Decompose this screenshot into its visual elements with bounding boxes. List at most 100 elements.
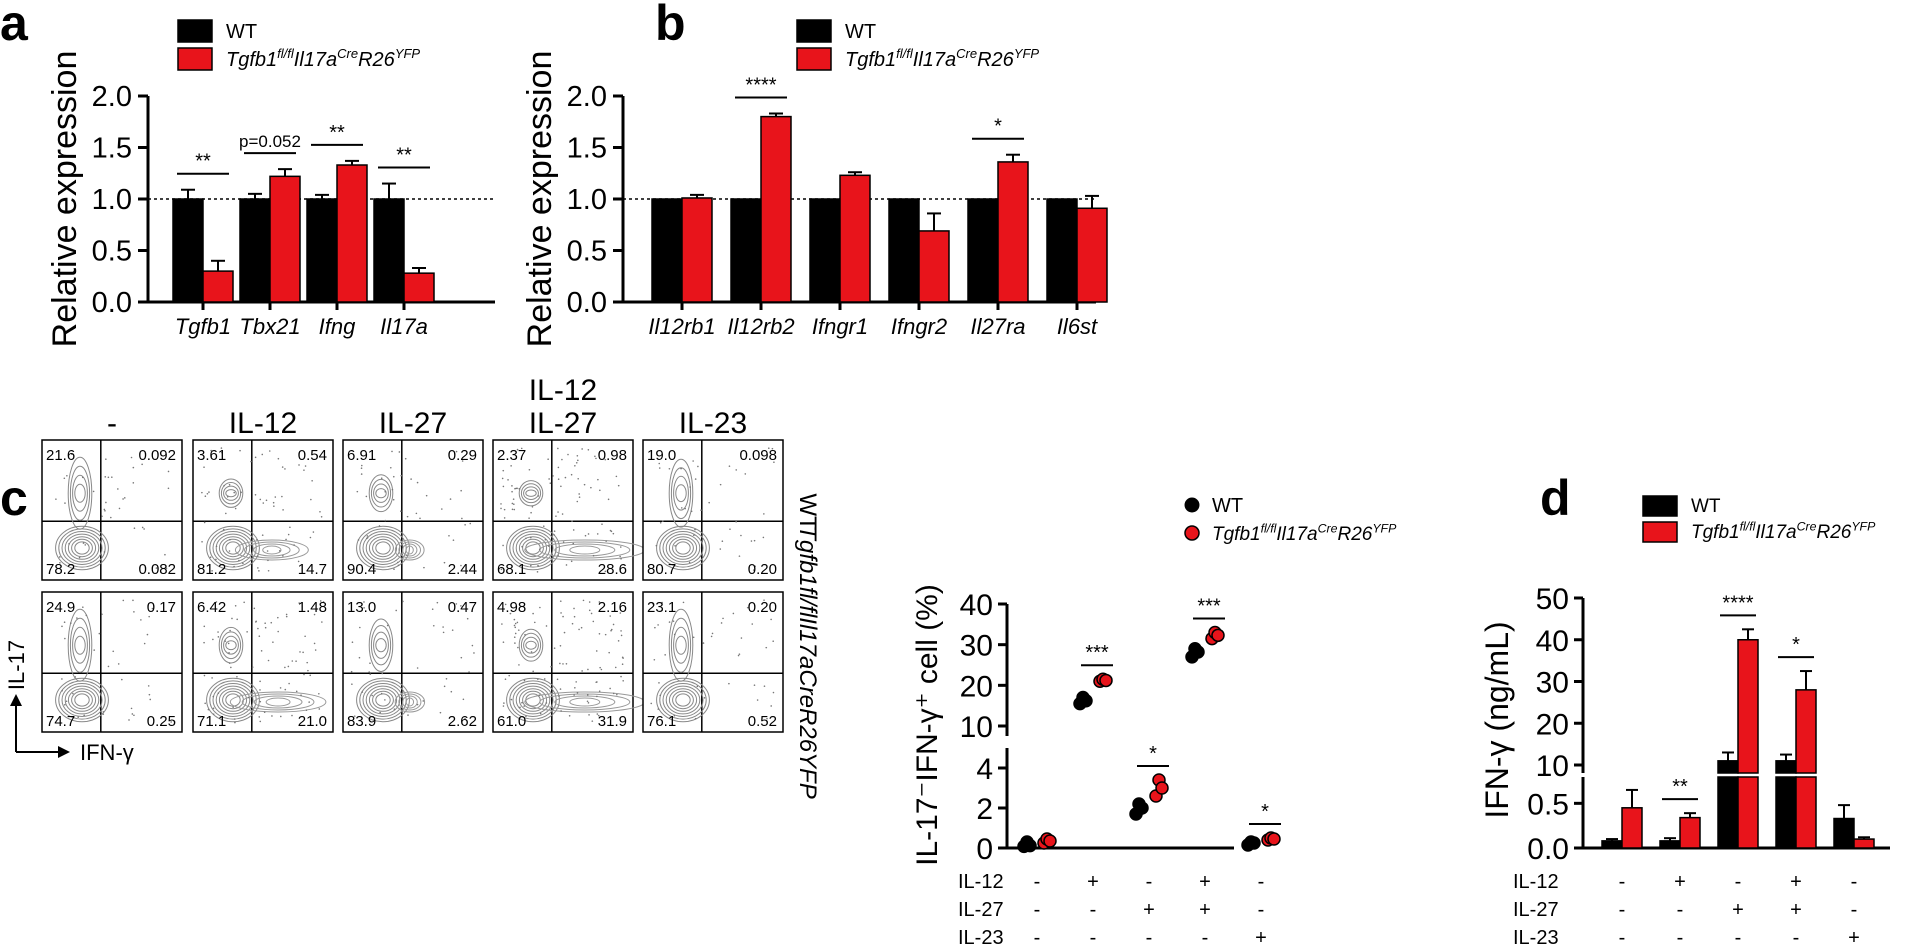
flow-event-dot	[416, 703, 419, 706]
flow-contour	[61, 683, 103, 717]
flow-event-dot	[460, 564, 462, 567]
flow-event-dot	[597, 714, 600, 717]
flow-event-dot	[583, 483, 586, 486]
flow-contour	[220, 631, 242, 660]
flow-event-dot	[567, 453, 569, 456]
flow-event-dot	[299, 651, 301, 653]
flow-contour	[375, 693, 391, 707]
flow-quadrant-ur: 2.16	[598, 599, 627, 616]
flow-event-dot	[209, 556, 212, 559]
flow-event-dot	[221, 451, 223, 454]
flow-event-dot	[415, 512, 418, 515]
flow-event-dot	[443, 685, 446, 688]
flow-event-dot	[416, 481, 419, 484]
flow-event-dot	[582, 599, 585, 602]
flow-contour	[223, 635, 239, 655]
flow-event-dot	[767, 447, 770, 450]
flow-event-dot	[228, 662, 231, 664]
panel-b-ylabel: Relative expression	[521, 51, 559, 348]
panel-b-bar	[888, 198, 920, 303]
flow-event-dot	[307, 669, 309, 672]
flow-event-dot	[596, 713, 599, 715]
flow-event-dot	[674, 544, 676, 547]
flow-contour	[662, 531, 704, 565]
flow-event-dot	[684, 507, 686, 510]
flow-event-dot	[680, 467, 682, 470]
flow-event-dot	[404, 457, 407, 460]
flow-event-dot	[104, 476, 107, 478]
flow-event-dot	[462, 698, 465, 701]
panel-b-bar	[730, 198, 762, 303]
flow-event-dot	[502, 705, 505, 707]
flow-event-dot	[735, 520, 737, 523]
flow-event-dot	[694, 528, 696, 531]
flow-event-dot	[206, 492, 209, 495]
flow-event-dot	[616, 693, 618, 696]
flow-event-dot	[737, 654, 740, 657]
legend-text-part: fl/fl	[1261, 521, 1278, 535]
legend-text-part: Tgfb1	[845, 49, 896, 71]
flow-contour	[398, 541, 422, 559]
flow-event-dot	[112, 650, 115, 653]
flow-event-dot	[350, 670, 353, 673]
flow-event-dot	[416, 667, 419, 669]
flow-event-dot	[247, 696, 250, 699]
c-summary-significance: *	[1149, 743, 1157, 765]
flow-event-dot	[580, 626, 583, 629]
flow-event-dot	[311, 479, 313, 482]
flow-event-dot	[530, 511, 532, 514]
flow-event-dot	[78, 556, 81, 559]
flow-event-dot	[239, 449, 241, 452]
flow-event-dot	[586, 694, 589, 696]
flow-event-dot	[700, 509, 702, 511]
panel-d-ytick-label: 40	[1536, 625, 1569, 658]
flow-event-dot	[410, 478, 412, 480]
flow-contour	[69, 617, 91, 673]
flow-event-dot	[601, 523, 603, 525]
flow-event-dot	[609, 687, 611, 690]
flow-event-dot	[211, 677, 213, 679]
panel-a-xtick-label: Ifng	[319, 314, 356, 339]
flow-event-dot	[590, 486, 592, 489]
flow-event-dot	[271, 715, 273, 717]
flow-contour	[668, 458, 694, 528]
legend-text-part: Il17a	[294, 49, 337, 71]
panel-d-condition-sign: -	[1793, 927, 1800, 949]
flow-contour	[64, 685, 100, 715]
flow-quadrant-ll: 68.1	[497, 561, 526, 578]
flow-quadrant-lr: 14.7	[298, 561, 327, 578]
flow-event-dot	[366, 535, 369, 537]
flow-event-dot	[242, 562, 244, 565]
flow-event-dot	[503, 517, 506, 519]
flow-contour	[512, 531, 554, 565]
flow-event-dot	[215, 601, 218, 603]
flow-event-dot	[259, 700, 262, 703]
flow-contour	[539, 693, 631, 711]
panel-d-condition-label: IL-23	[1513, 927, 1559, 949]
flow-event-dot	[63, 477, 66, 480]
flow-contour	[675, 484, 687, 503]
flow-plot: 3.61 0.54 81.2 14.7	[192, 439, 334, 581]
legend-text-part: YFP	[1014, 46, 1040, 61]
flow-contour	[61, 531, 103, 565]
flow-event-dot	[559, 688, 562, 690]
flow-event-dot	[110, 516, 112, 519]
flow-quadrant-ul: 23.1	[647, 599, 676, 616]
flow-event-dot	[312, 531, 315, 533]
flow-event-dot	[622, 679, 624, 682]
flow-event-dot	[210, 455, 213, 458]
flow-event-dot	[711, 632, 714, 635]
c-summary-significance: ***	[1085, 642, 1109, 664]
flow-event-dot	[384, 490, 387, 493]
flow-yaxis-label: IL-17	[4, 640, 29, 690]
flow-event-dot	[321, 621, 323, 623]
flow-event-dot	[64, 703, 66, 706]
legend-text-part: YFP	[1372, 521, 1397, 535]
flow-event-dot	[651, 602, 654, 605]
flow-event-dot	[217, 636, 220, 638]
flow-event-dot	[728, 465, 731, 467]
flow-event-dot	[765, 646, 768, 649]
flow-event-dot	[692, 636, 695, 639]
c-summary-point	[1211, 628, 1225, 643]
flow-contour	[523, 486, 539, 501]
